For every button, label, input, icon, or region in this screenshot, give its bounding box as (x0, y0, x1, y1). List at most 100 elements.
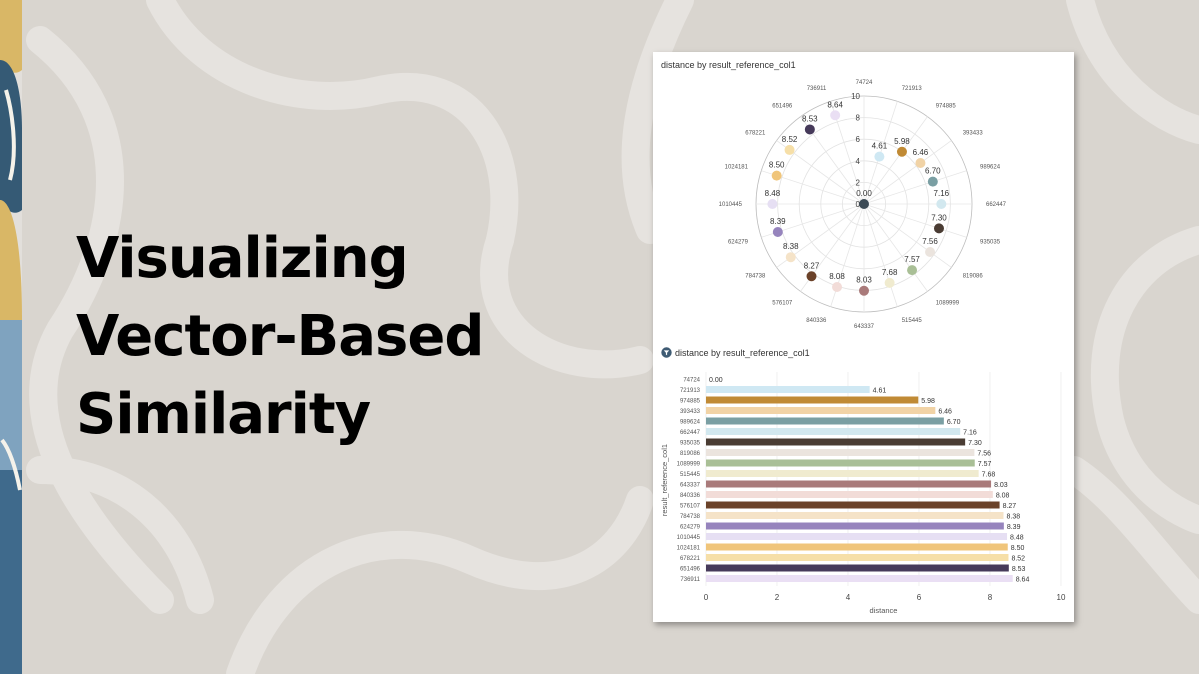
polar-point (804, 124, 815, 135)
polar-point (784, 144, 795, 155)
y-tick-label: 662447 (680, 430, 701, 436)
y-tick-label: 1089999 (677, 461, 701, 467)
angular-gridline (863, 116, 928, 205)
bar (706, 396, 919, 404)
polar-category-label: 576107 (772, 301, 793, 307)
bar-value-label: 6.46 (938, 408, 952, 415)
polar-value-label: 8.38 (783, 242, 799, 251)
bar-value-label: 8.52 (1011, 555, 1025, 562)
bar (706, 438, 966, 446)
polar-category-label: 74724 (856, 80, 873, 86)
bar-value-label: 5.98 (921, 398, 935, 405)
y-tick-label: 819086 (680, 451, 701, 457)
polar-category-label: 1024181 (725, 164, 749, 170)
bar (706, 564, 1009, 572)
x-tick-label: 2 (775, 593, 780, 602)
bar-value-label: 4.61 (873, 387, 887, 394)
y-tick-label: 643337 (680, 482, 701, 488)
bar-value-label: 8.50 (1011, 545, 1025, 552)
polar-category-label: 840336 (806, 318, 827, 324)
polar-point (927, 176, 938, 187)
bar-value-label: 8.53 (1012, 566, 1026, 573)
bar-chart: 0 2 4 6 8 10 74724 0.00 721913 4.61 974885 5.98 3934… (660, 372, 1066, 615)
polar-category-label: 515445 (902, 318, 923, 324)
bar-value-label: 8.38 (1006, 513, 1020, 520)
polar-category-label: 624279 (728, 240, 749, 246)
polar-value-label: 8.52 (782, 135, 798, 144)
bar-value-label: 7.30 (968, 440, 982, 447)
polar-category-label: 651496 (772, 103, 793, 109)
bar (706, 459, 975, 467)
angular-gridline (863, 170, 967, 205)
bar-value-label: 8.48 (1010, 534, 1024, 541)
polar-value-label: 8.64 (827, 100, 843, 109)
y-tick-label: 393433 (680, 409, 701, 415)
y-tick-label: 515445 (680, 472, 701, 478)
bar (706, 575, 1013, 582)
polar-value-label: 8.08 (829, 272, 845, 281)
bar (706, 491, 993, 498)
polar-point (771, 170, 782, 181)
angular-gridline (863, 203, 967, 238)
y-axis-label: result_reference_col1 (660, 444, 669, 516)
y-tick-label: 651496 (680, 566, 701, 572)
polar-value-label: 6.46 (913, 148, 929, 157)
bar (706, 501, 1000, 509)
bar (706, 533, 1008, 540)
y-tick-label: 1010445 (677, 535, 701, 541)
y-tick-label: 74724 (683, 377, 700, 383)
bar (706, 470, 979, 477)
polar-category-label: 1010445 (719, 202, 743, 208)
slide-title-line-3: Similarity (76, 382, 371, 447)
x-tick-label: 10 (1057, 593, 1066, 602)
y-tick-label: 840336 (680, 493, 701, 499)
x-tick-label: 4 (846, 593, 851, 602)
polar-point (767, 199, 778, 209)
radial-tick-label: 6 (856, 135, 861, 144)
polar-point (907, 265, 918, 276)
bar-value-label: 0.00 (709, 377, 723, 384)
y-tick-label: 989624 (680, 419, 701, 425)
y-tick-label: 974885 (680, 398, 701, 404)
bar (706, 449, 975, 456)
polar-category-label: 935035 (980, 240, 1001, 246)
polar-category-label: 974885 (936, 103, 957, 109)
bar-value-label: 8.08 (996, 492, 1010, 499)
x-tick-label: 8 (988, 593, 993, 602)
radial-tick-label: 2 (856, 178, 861, 187)
y-tick-label: 576107 (680, 503, 701, 509)
bar-value-label: 8.39 (1007, 524, 1021, 531)
polar-value-label: 7.16 (934, 189, 950, 198)
polar-point (884, 277, 895, 288)
polar-point (772, 227, 783, 238)
bar (706, 522, 1004, 530)
radial-tick-label: 4 (856, 157, 861, 166)
y-tick-label: 624279 (680, 524, 701, 530)
polar-point (915, 157, 926, 168)
slide-title-line-1: Visualizing (76, 226, 409, 291)
polar-chart: 0 2 4 6 8 10 74724 721913 974885 393433 989624 6624… (719, 80, 1007, 330)
polar-category-label: 784738 (745, 274, 766, 280)
polar-category-label: 393433 (963, 130, 984, 136)
bar-value-label: 6.70 (947, 419, 961, 426)
polar-point (859, 285, 869, 296)
bar (706, 554, 1009, 561)
bar (706, 543, 1008, 551)
radial-tick-label: 8 (856, 114, 861, 123)
polar-category-label: 736911 (807, 86, 827, 92)
y-tick-label: 736911 (680, 577, 700, 583)
polar-value-label: 8.27 (804, 261, 820, 270)
radial-tick-label: 0 (856, 200, 861, 209)
bar-value-label: 8.64 (1016, 576, 1030, 583)
polar-value-label: 8.53 (802, 114, 818, 123)
polar-value-label: 8.50 (769, 161, 785, 170)
polar-point (896, 146, 907, 157)
polar-category-label: 721913 (902, 86, 923, 92)
polar-category-label: 989624 (980, 164, 1001, 170)
bar (706, 480, 992, 488)
angular-gridline (863, 140, 952, 205)
polar-value-label: 8.39 (770, 217, 786, 226)
filter-icon[interactable] (661, 347, 672, 358)
polar-value-label: 7.56 (922, 237, 938, 246)
